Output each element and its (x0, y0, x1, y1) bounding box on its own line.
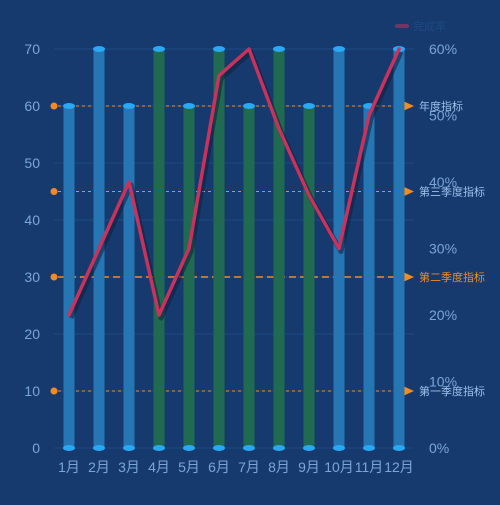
bar-bottom-cap (333, 445, 345, 451)
line-point (277, 127, 281, 131)
mark-line-label: 年度指标 (419, 99, 463, 113)
mark-line-start-dot (50, 387, 58, 395)
line-point (157, 313, 161, 317)
mark-line-arrow (403, 101, 414, 111)
y-left-tick-label: 50 (24, 155, 40, 171)
bar (153, 49, 165, 448)
line-point (307, 193, 311, 197)
bar-top-cap (213, 46, 225, 52)
mark-line-start-dot (50, 102, 58, 110)
bar-bottom-cap (123, 445, 135, 451)
line-series-path (67, 47, 401, 317)
bar-top-cap (123, 103, 135, 109)
line-series (67, 47, 404, 321)
bar-bottom-cap (363, 445, 375, 451)
mark-line-label: 第一季度指标 (419, 384, 485, 398)
y-left-tick-label: 30 (24, 269, 40, 285)
bar-bottom-cap (183, 445, 195, 451)
grid-lines (54, 48, 414, 449)
mark-line-start-dot (50, 273, 58, 281)
x-tick-label: 4月 (148, 459, 170, 475)
bar-top-cap (303, 103, 315, 109)
y-right-tick-label: 50% (429, 108, 457, 124)
y-right-tick-label: 30% (429, 241, 457, 257)
x-tick-label: 11月 (355, 459, 384, 475)
y-left-tick-label: 70 (24, 41, 40, 57)
bar-bottom-cap (303, 445, 315, 451)
bar-top-cap (183, 103, 195, 109)
y-right-tick-label: 0% (429, 440, 449, 456)
x-tick-label: 5月 (178, 459, 200, 475)
mark-line-arrow (403, 272, 414, 282)
bar (303, 106, 315, 448)
y-right-tick-label: 60% (429, 41, 457, 57)
bar-bottom-cap (213, 445, 225, 451)
bar-bottom-cap (63, 445, 75, 451)
line-point (247, 47, 251, 51)
bar-top-cap (153, 46, 165, 52)
bar-top-cap (63, 103, 75, 109)
bar-bottom-cap (243, 445, 255, 451)
line-point (397, 47, 401, 51)
bar (213, 49, 225, 448)
line-point (187, 247, 191, 250)
bar (243, 106, 255, 448)
bar-bottom-cap (393, 445, 405, 451)
line-point (217, 74, 221, 78)
x-tick-label: 7月 (238, 459, 260, 475)
line-point (337, 247, 341, 250)
y-left-tick-label: 60 (24, 98, 40, 114)
bar-top-cap (243, 103, 255, 109)
x-tick-label: 12月 (384, 459, 414, 475)
mark-line-label: 第二季度指标 (419, 270, 485, 284)
y-left-tick-label: 40 (24, 212, 40, 228)
y-left-tick-label: 0 (32, 440, 40, 456)
mark-line-label: 第三季度指标 (419, 185, 485, 199)
line-series-shadow (68, 49, 404, 321)
mark-line-arrow (403, 186, 414, 197)
bar-top-cap (333, 46, 345, 52)
bar (393, 49, 405, 448)
legend-label[interactable]: 完成率 (413, 19, 446, 33)
y-left-tick-label: 20 (24, 326, 40, 342)
y-left-tick-label: 10 (24, 383, 40, 399)
x-axis-labels: 1月 2月 3月 4月 5月 6月 7月 8月 9月 10月 11月 12月 (58, 459, 414, 475)
y-axis-left-labels: 0 10 20 30 40 50 60 70 (24, 41, 40, 456)
line-point (127, 180, 131, 184)
x-tick-label: 1月 (58, 459, 80, 475)
bar-top-cap (93, 46, 105, 52)
x-tick-label: 8月 (268, 459, 290, 475)
x-tick-label: 2月 (88, 459, 110, 475)
x-tick-label: 6月 (208, 459, 230, 475)
bar-bottom-cap (93, 445, 105, 451)
y-right-tick-label: 10% (429, 374, 457, 390)
line-point (367, 114, 371, 117)
bar-bottom-cap (153, 445, 165, 451)
legend[interactable]: 完成率 (395, 19, 446, 33)
mark-line-start-dot (50, 188, 58, 195)
x-tick-label: 9月 (298, 459, 320, 475)
bar-series (63, 46, 405, 451)
y-right-tick-label: 20% (429, 307, 457, 323)
x-tick-label: 10月 (324, 459, 354, 475)
line-point (97, 247, 101, 250)
x-tick-label: 3月 (118, 459, 140, 475)
bar (123, 106, 135, 448)
line-point (67, 313, 71, 317)
y-right-tick-label: 40% (429, 174, 457, 190)
y-axis-right-labels: 0% 10% 20% 30% 40% 50% 60% (429, 41, 457, 456)
mark-line-arrow (403, 386, 414, 396)
bar-bottom-cap (273, 445, 285, 451)
bar-top-cap (273, 46, 285, 52)
bar (183, 106, 195, 448)
bar (63, 106, 75, 448)
legend-swatch[interactable] (395, 24, 409, 28)
bar (363, 106, 375, 448)
bar (273, 49, 285, 448)
